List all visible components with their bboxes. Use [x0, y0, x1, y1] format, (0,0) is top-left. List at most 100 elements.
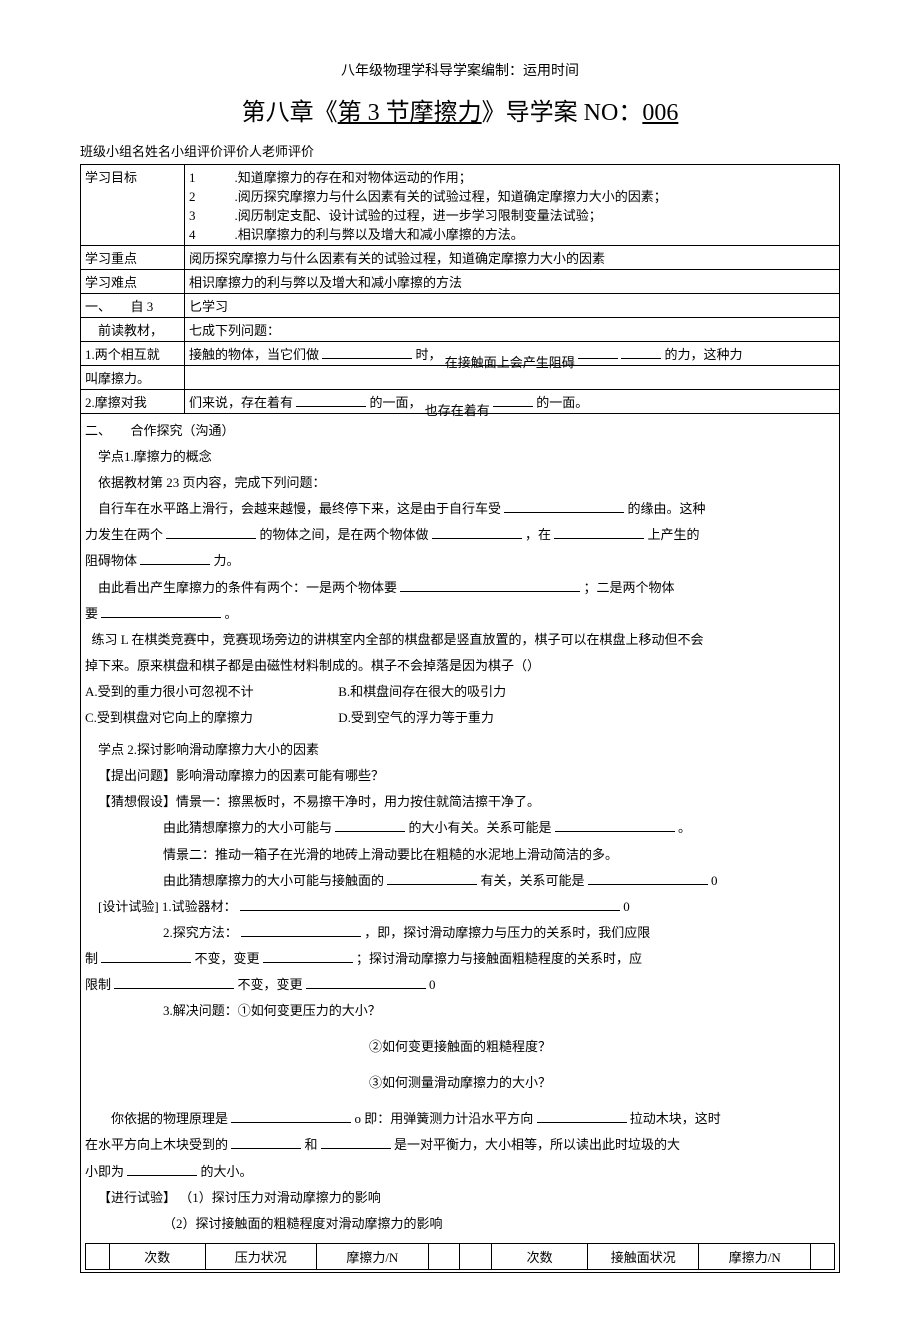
design-2d: 限制 不变，变更 0: [85, 974, 835, 996]
s1-q2-r1: 们来说，存在着有: [189, 395, 293, 410]
s1-q2-r: 们来说，存在着有 的一面， 也存在着有 的一面。: [185, 390, 840, 414]
hyp2-b2: 有关，关系可能是: [481, 873, 585, 888]
principle-3: 小即为 的大小。: [85, 1161, 835, 1183]
title-prefix: 第八章《: [242, 100, 338, 126]
hyp1-text: 情景一：擦黑板时，不易擦干净时，用力按住就简洁擦干净了。: [176, 794, 540, 809]
p1-c1: 力发生在两个: [85, 527, 163, 542]
d2b: ，即，探讨滑动摩擦力与压力的关系时，我们应限: [364, 925, 650, 940]
blank: [101, 949, 191, 963]
principle-2: 在水平方向上木块受到的 和 是一对平衡力，大小相等，所以读出此时垃圾的大: [85, 1134, 835, 1156]
s1-q1-r3: 在接触面上会产生阻碍: [445, 355, 575, 370]
s1-t1-l: 一、 自 3: [81, 294, 185, 318]
design-2c: 制 不变，变更 ；探讨滑动摩擦力与接触面粗糙程度的关系时，应: [85, 948, 835, 970]
p1-d1: 阻碍物体: [85, 553, 137, 568]
blank: [537, 1109, 627, 1123]
blank: [241, 923, 361, 937]
pr4b: 和: [305, 1137, 318, 1152]
page-title: 第八章《第 3 节摩擦力》导学案 NO：006: [80, 92, 840, 127]
blank: [114, 975, 234, 989]
s1-q2-r2: 的一面，: [370, 395, 422, 410]
hyp2-b1: 由此猜想摩擦力的大小可能与接触面的: [163, 873, 384, 888]
d2c1: 制: [85, 951, 98, 966]
diff-label: 学习难点: [81, 270, 185, 294]
opt-a: A.受到的重力很小可忽视不计: [85, 681, 335, 703]
th-c5: 接触面状况: [587, 1243, 699, 1269]
pr3: 拉动木块，这时: [630, 1111, 721, 1126]
blank: [140, 551, 210, 565]
blank: [578, 345, 618, 359]
d2d2: 不变，变更: [238, 977, 303, 992]
exp1-text: （1）探讨压力对滑动摩擦力的影响: [179, 1190, 381, 1205]
diff-cell: 相识摩擦力的利与弊以及增大和减小摩擦的方法: [185, 270, 840, 294]
p1-b2: 的缘由。这种: [628, 501, 706, 516]
s1-read-r: 七成下列问题：: [185, 318, 840, 342]
d2d1: 限制: [85, 977, 111, 992]
goal-1: 1 .知道摩擦力的存在和对物体运动的作用；: [189, 167, 835, 186]
eval-line: 班级小组名姓名小组评价评价人老师评价: [80, 141, 840, 160]
d2c3: ；探讨滑动摩擦力与接触面粗糙程度的关系时，应: [356, 951, 642, 966]
d2a: 2.探究方法：: [163, 925, 238, 940]
blank: [387, 871, 477, 885]
focus-cell: 阅历探究摩擦力与什么因素有关的试验过程，知道确定摩擦力大小的因素: [185, 246, 840, 270]
d1b: 0: [623, 899, 630, 914]
hyp2-b3: 0: [711, 873, 718, 888]
p1-d: 阻碍物体 力。: [85, 550, 835, 572]
p1-c4: 上产生的: [648, 527, 700, 542]
th-c4: 次数: [492, 1243, 588, 1269]
hyp-label: 【猜想假设】: [98, 794, 176, 809]
d2c2: 不变，变更: [195, 951, 260, 966]
opts-row1: A.受到的重力很小可忽视不计 B.和棋盘间存在很大的吸引力: [85, 681, 835, 703]
blank: [555, 818, 675, 832]
pr4a: 在水平方向上木块受到的: [85, 1137, 228, 1152]
blank: [554, 525, 644, 539]
s1-read-l: 前读教材，: [81, 318, 185, 342]
blank: [231, 1135, 301, 1149]
th-c3: 摩擦力/N: [317, 1243, 429, 1269]
goal-3: 3 .阅历制定支配、设计试验的过程，进一步学习限制变量法试验；: [189, 205, 835, 224]
ex1-a: 练习 L 在棋类竞赛中，竞赛现场旁边的讲棋室内全部的棋盘都是竖直放置的，棋子可以…: [85, 629, 835, 651]
th-c6: 摩擦力/N: [699, 1243, 811, 1269]
hyp1-b1: 由此猜想摩擦力的大小可能与: [163, 820, 332, 835]
hyp1-b3: 。: [678, 820, 691, 835]
p1-title-text: 学点1.摩擦力的概念: [98, 449, 212, 464]
p1-c3: ，在: [525, 527, 551, 542]
s1-q2-r4: 的一面。: [536, 395, 588, 410]
hyp2: 情景二：推动一箱子在光滑的地砖上滑动要比在粗糙的水泥地上滑动简洁的多。: [85, 844, 835, 866]
p1-f1: 要: [85, 606, 98, 621]
blank: [263, 949, 353, 963]
focus-label: 学习重点: [81, 246, 185, 270]
hyp1-b: 由此猜想摩擦力的大小可能与 的大小有关。关系可能是 。: [85, 817, 835, 839]
th-gap2: [460, 1243, 492, 1269]
th-gap: [428, 1243, 460, 1269]
blank: [400, 578, 580, 592]
design-1: [设计试验] 1.试验器材： 0: [85, 896, 835, 918]
blank: [101, 604, 221, 618]
th-c1: 次数: [109, 1243, 205, 1269]
blank: [335, 818, 405, 832]
exp-2: （2）探讨接触面的粗糙程度对滑动摩擦力的影响: [85, 1213, 835, 1235]
table-row: 次数 压力状况 摩擦力/N 次数 接触面状况 摩擦力/N: [86, 1243, 835, 1269]
s1-q1-r4: 的力，这种力: [665, 347, 743, 362]
s1-q1-r2: 时，: [416, 347, 442, 362]
design-2: 2.探究方法： ，即，探讨滑动摩擦力与压力的关系时，我们应限: [85, 922, 835, 944]
design-3: 3.解决问题：①如何变更压力的大小？: [85, 1000, 835, 1022]
title-no: 006: [642, 100, 678, 126]
p2-title: 学点 2.探讨影响滑动摩擦力大小的因素: [85, 739, 835, 761]
goal-cell: 1 .知道摩擦力的存在和对物体运动的作用； 2 .阅历探究摩擦力与什么因素有关的…: [185, 165, 840, 246]
opt-b: B.和棋盘间存在很大的吸引力: [338, 681, 588, 703]
blank: [296, 393, 366, 407]
sec2-title: 二、 合作探究（沟通）: [85, 420, 835, 442]
s1-q1-l: 1.两个相互就: [81, 342, 185, 366]
design-3c: ③如何测量滑动摩擦力的大小？: [85, 1072, 835, 1094]
ex1-b: 掉下来。原来棋盘和棋子都是由磁性材料制成的。棋子不会掉落是因为棋子（）: [85, 655, 835, 677]
body-cell: 二、 合作探究（沟通） 学点1.摩擦力的概念 依据教材第 23 页内容，完成下列…: [81, 414, 840, 1273]
blank: [306, 975, 426, 989]
pr1: 你依据的物理原理是: [111, 1111, 228, 1126]
blank: [621, 345, 661, 359]
blank: [321, 1135, 391, 1149]
p1-title: 学点1.摩擦力的概念: [85, 446, 835, 468]
exp-1: 【进行试验】 （1）探讨压力对滑动摩擦力的影响: [85, 1187, 835, 1209]
blank: [493, 393, 533, 407]
p1-b: 自行车在水平路上滑行，会越来越慢，最终停下来，这是由于自行车受 的缘由。这种: [85, 498, 835, 520]
header-line: 八年级物理学科导学案编制：运用时间: [80, 60, 840, 80]
